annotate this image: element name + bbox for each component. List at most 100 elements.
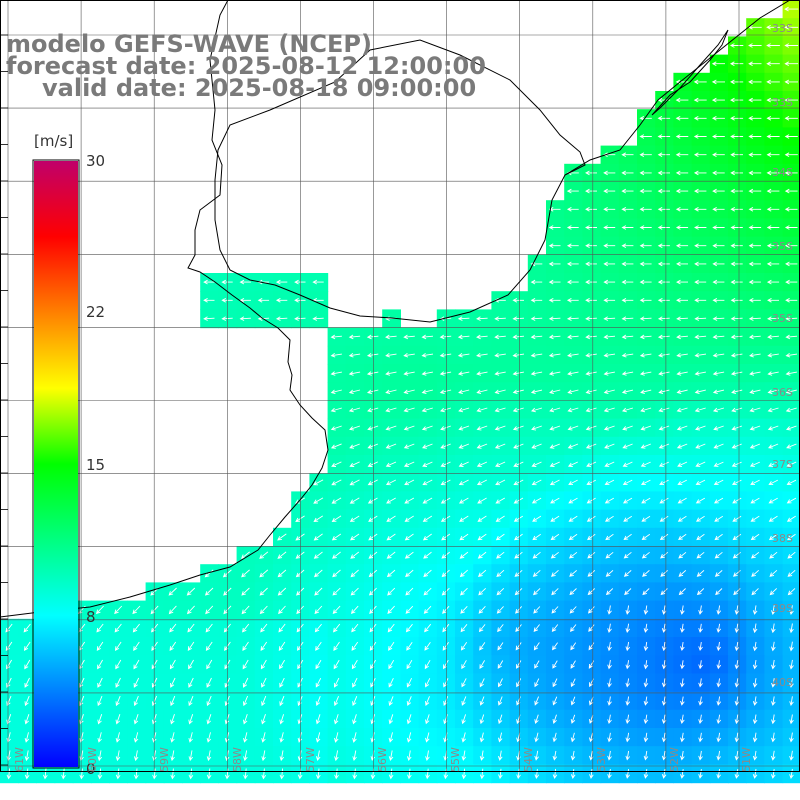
wind-arrow [785, 261, 798, 267]
wind-arrow [496, 569, 505, 578]
wind-arrow [133, 768, 139, 780]
wind-arrow [548, 352, 561, 358]
wind-arrow [731, 425, 743, 431]
wind-arrow [479, 768, 485, 780]
wind-arrow [550, 551, 559, 559]
wind-arrow [115, 677, 121, 688]
wind-arrow [566, 261, 579, 267]
wind-arrow [729, 43, 744, 48]
wind-arrow [422, 515, 433, 522]
wind-arrow [370, 659, 376, 670]
wind-arrow [512, 316, 525, 321]
wind-arrow [279, 750, 285, 762]
wind-arrow [458, 425, 470, 431]
wind-arrow [494, 352, 506, 358]
wind-arrow [680, 660, 685, 670]
wind-arrow [150, 605, 159, 615]
wind-arrow [711, 61, 725, 66]
wind-arrow [497, 750, 503, 761]
wind-arrow [658, 352, 670, 358]
wind-arrow [603, 279, 616, 285]
wind-arrow [712, 298, 725, 303]
wind-arrow [585, 188, 597, 194]
wind-arrow [749, 352, 761, 358]
wind-arrow [494, 334, 506, 340]
lon-label: 58W [231, 747, 244, 772]
wind-arrow [530, 316, 543, 321]
wind-arrow [350, 605, 359, 614]
wind-arrow [698, 660, 703, 670]
wind-arrow [732, 497, 742, 504]
wind-arrow [784, 6, 799, 12]
wind-arrow [643, 714, 649, 725]
wind-arrow [789, 659, 794, 670]
wind-arrow [388, 696, 394, 706]
wind-arrow [605, 588, 614, 596]
wind-arrow [461, 768, 467, 780]
wind-arrow [716, 714, 722, 725]
wind-arrow [367, 497, 378, 504]
wind-arrow [696, 533, 705, 541]
wind-arrow [479, 732, 485, 743]
lat-label: 33S [772, 22, 793, 35]
wind-arrow [42, 768, 48, 780]
wind-arrow [206, 750, 212, 762]
wind-arrow [696, 588, 705, 596]
wind-arrow [787, 533, 796, 541]
wind-arrow [279, 677, 285, 688]
wind-arrow [748, 298, 761, 303]
wind-arrow [642, 588, 650, 596]
wind-arrow [23, 623, 31, 633]
wind-arrow [459, 551, 469, 559]
wind-arrow [349, 515, 360, 522]
wind-arrow [205, 605, 214, 615]
wind-arrow [534, 660, 540, 669]
wind-arrow [331, 461, 342, 467]
wind-arrow [385, 334, 397, 340]
lon-label: 56W [376, 747, 389, 772]
wind-arrow [715, 588, 723, 596]
wind-arrow [440, 497, 451, 504]
wind-arrow [748, 116, 762, 121]
wind-arrow [766, 97, 780, 103]
wind-arrow [479, 678, 485, 688]
wind-arrow [241, 605, 250, 615]
wind-arrow [566, 225, 579, 230]
wind-arrow [24, 768, 30, 780]
wind-arrow [549, 479, 560, 486]
wind-arrow [530, 298, 543, 303]
wind-arrow [587, 588, 596, 596]
wind-arrow [97, 695, 103, 707]
wind-arrow [711, 97, 725, 103]
wind-arrow [388, 714, 394, 725]
wind-arrow [750, 497, 760, 504]
wind-arrow [641, 533, 651, 541]
wind-arrow [734, 660, 740, 670]
wind-arrow [168, 605, 177, 615]
wind-arrow [366, 352, 379, 358]
wind-arrow [789, 678, 794, 688]
wind-arrow [423, 569, 432, 578]
wind-arrow [512, 298, 524, 303]
wind-arrow [313, 551, 323, 559]
wind-arrow [334, 750, 339, 762]
wind-arrow [748, 225, 762, 230]
wind-arrow [512, 371, 524, 376]
wind-arrow [478, 587, 487, 596]
wind-arrow [24, 750, 30, 762]
wind-arrow [348, 371, 361, 376]
wind-arrow [441, 551, 450, 559]
wind-arrow [694, 389, 706, 395]
wind-arrow [767, 298, 779, 303]
wind-arrow [712, 371, 725, 376]
wind-arrow [477, 497, 487, 504]
wind-arrow [406, 659, 413, 670]
wind-arrow [206, 714, 212, 725]
lat-label: 40S [772, 676, 793, 689]
wind-arrow [639, 134, 652, 139]
wind-arrow [676, 334, 688, 340]
wind-arrow [767, 407, 779, 413]
wind-arrow [676, 371, 688, 376]
wind-arrow [767, 425, 779, 431]
wind-arrow [750, 551, 760, 559]
